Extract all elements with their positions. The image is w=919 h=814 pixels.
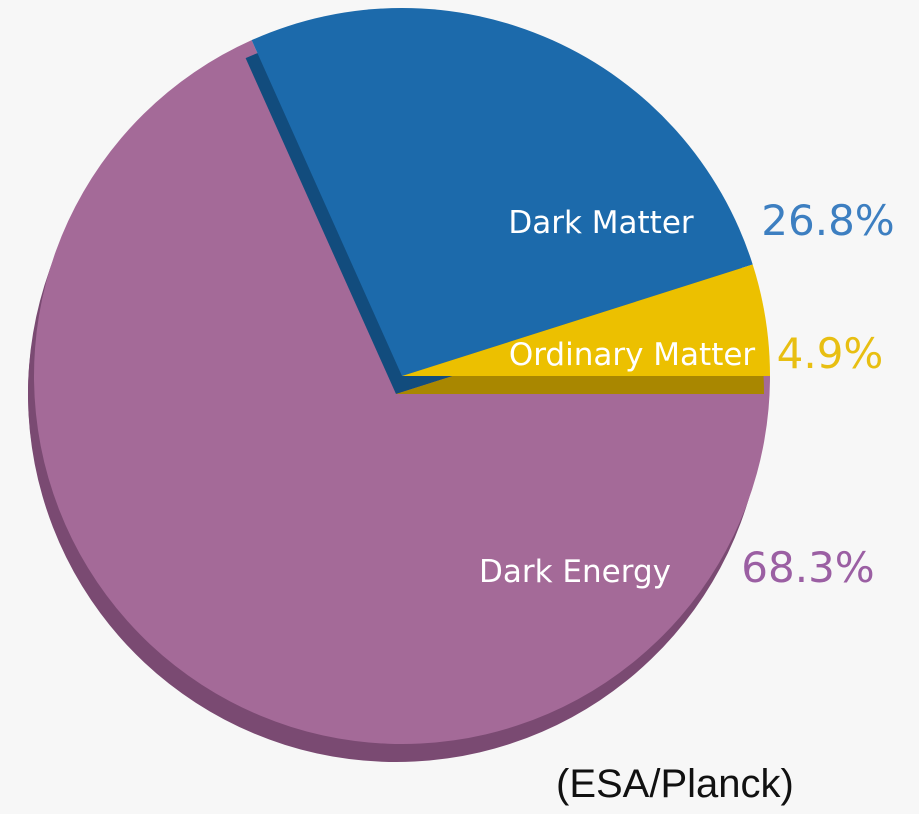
slice-dark-matter <box>251 7 753 376</box>
slice-label-dark-energy: Dark Energy <box>479 554 671 590</box>
value-label-ordinary-matter: 4.9% <box>777 329 884 378</box>
slice-label-dark-matter: Dark Matter <box>508 205 694 241</box>
slice-label-ordinary-matter: Ordinary Matter <box>509 337 756 373</box>
source-credit: (ESA/Planck) <box>556 762 794 806</box>
slice-ordinary-matter <box>402 264 771 376</box>
value-label-dark-matter: 26.8% <box>761 196 894 245</box>
value-label-dark-energy: 68.3% <box>741 543 874 592</box>
